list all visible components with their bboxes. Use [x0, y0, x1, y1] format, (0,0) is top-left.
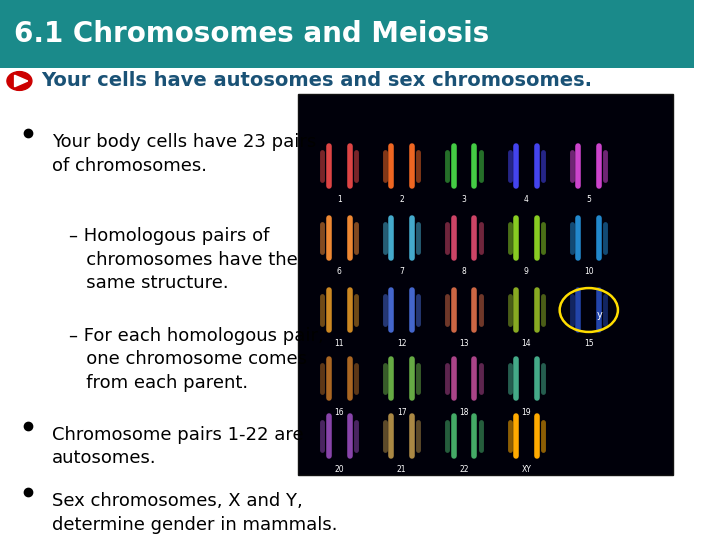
Text: 13: 13: [459, 339, 469, 348]
Text: 9: 9: [524, 267, 528, 276]
Text: 19: 19: [521, 408, 531, 417]
Text: 12: 12: [397, 339, 406, 348]
Text: 4: 4: [524, 195, 528, 204]
Text: Your cells have autosomes and sex chromosomes.: Your cells have autosomes and sex chromo…: [42, 71, 593, 91]
Text: Your body cells have 23 pairs
of chromosomes.: Your body cells have 23 pairs of chromos…: [52, 133, 316, 175]
Text: 10: 10: [584, 267, 593, 276]
Text: y: y: [596, 310, 602, 320]
Text: 17: 17: [397, 408, 406, 417]
Text: XY: XY: [521, 465, 531, 475]
Text: – For each homologous pair,
   one chromosome comes
   from each parent.: – For each homologous pair, one chromoso…: [69, 327, 324, 392]
Text: Sex chromosomes, X and Y,
determine gender in mammals.: Sex chromosomes, X and Y, determine gend…: [52, 492, 338, 534]
Text: Chromosome pairs 1-22 are
autosomes.: Chromosome pairs 1-22 are autosomes.: [52, 426, 304, 468]
Text: 21: 21: [397, 465, 406, 475]
Text: 3: 3: [462, 195, 467, 204]
Text: 2: 2: [399, 195, 404, 204]
Text: 14: 14: [521, 339, 531, 348]
Text: 5: 5: [586, 195, 591, 204]
Text: 20: 20: [334, 465, 344, 475]
Text: 6.1 Chromosomes and Meiosis: 6.1 Chromosomes and Meiosis: [14, 20, 489, 48]
Text: 11: 11: [334, 339, 344, 348]
Text: 6: 6: [337, 267, 341, 276]
Text: – Homologous pairs of
   chromosomes have the
   same structure.: – Homologous pairs of chromosomes have t…: [69, 227, 298, 293]
Text: 15: 15: [584, 339, 593, 348]
Text: 1: 1: [337, 195, 341, 204]
Text: 16: 16: [334, 408, 344, 417]
Text: 7: 7: [399, 267, 404, 276]
Text: 18: 18: [459, 408, 469, 417]
Text: 22: 22: [459, 465, 469, 475]
FancyBboxPatch shape: [0, 0, 693, 68]
Polygon shape: [14, 75, 28, 87]
FancyBboxPatch shape: [298, 94, 672, 476]
Circle shape: [7, 72, 32, 90]
Text: 8: 8: [462, 267, 467, 276]
